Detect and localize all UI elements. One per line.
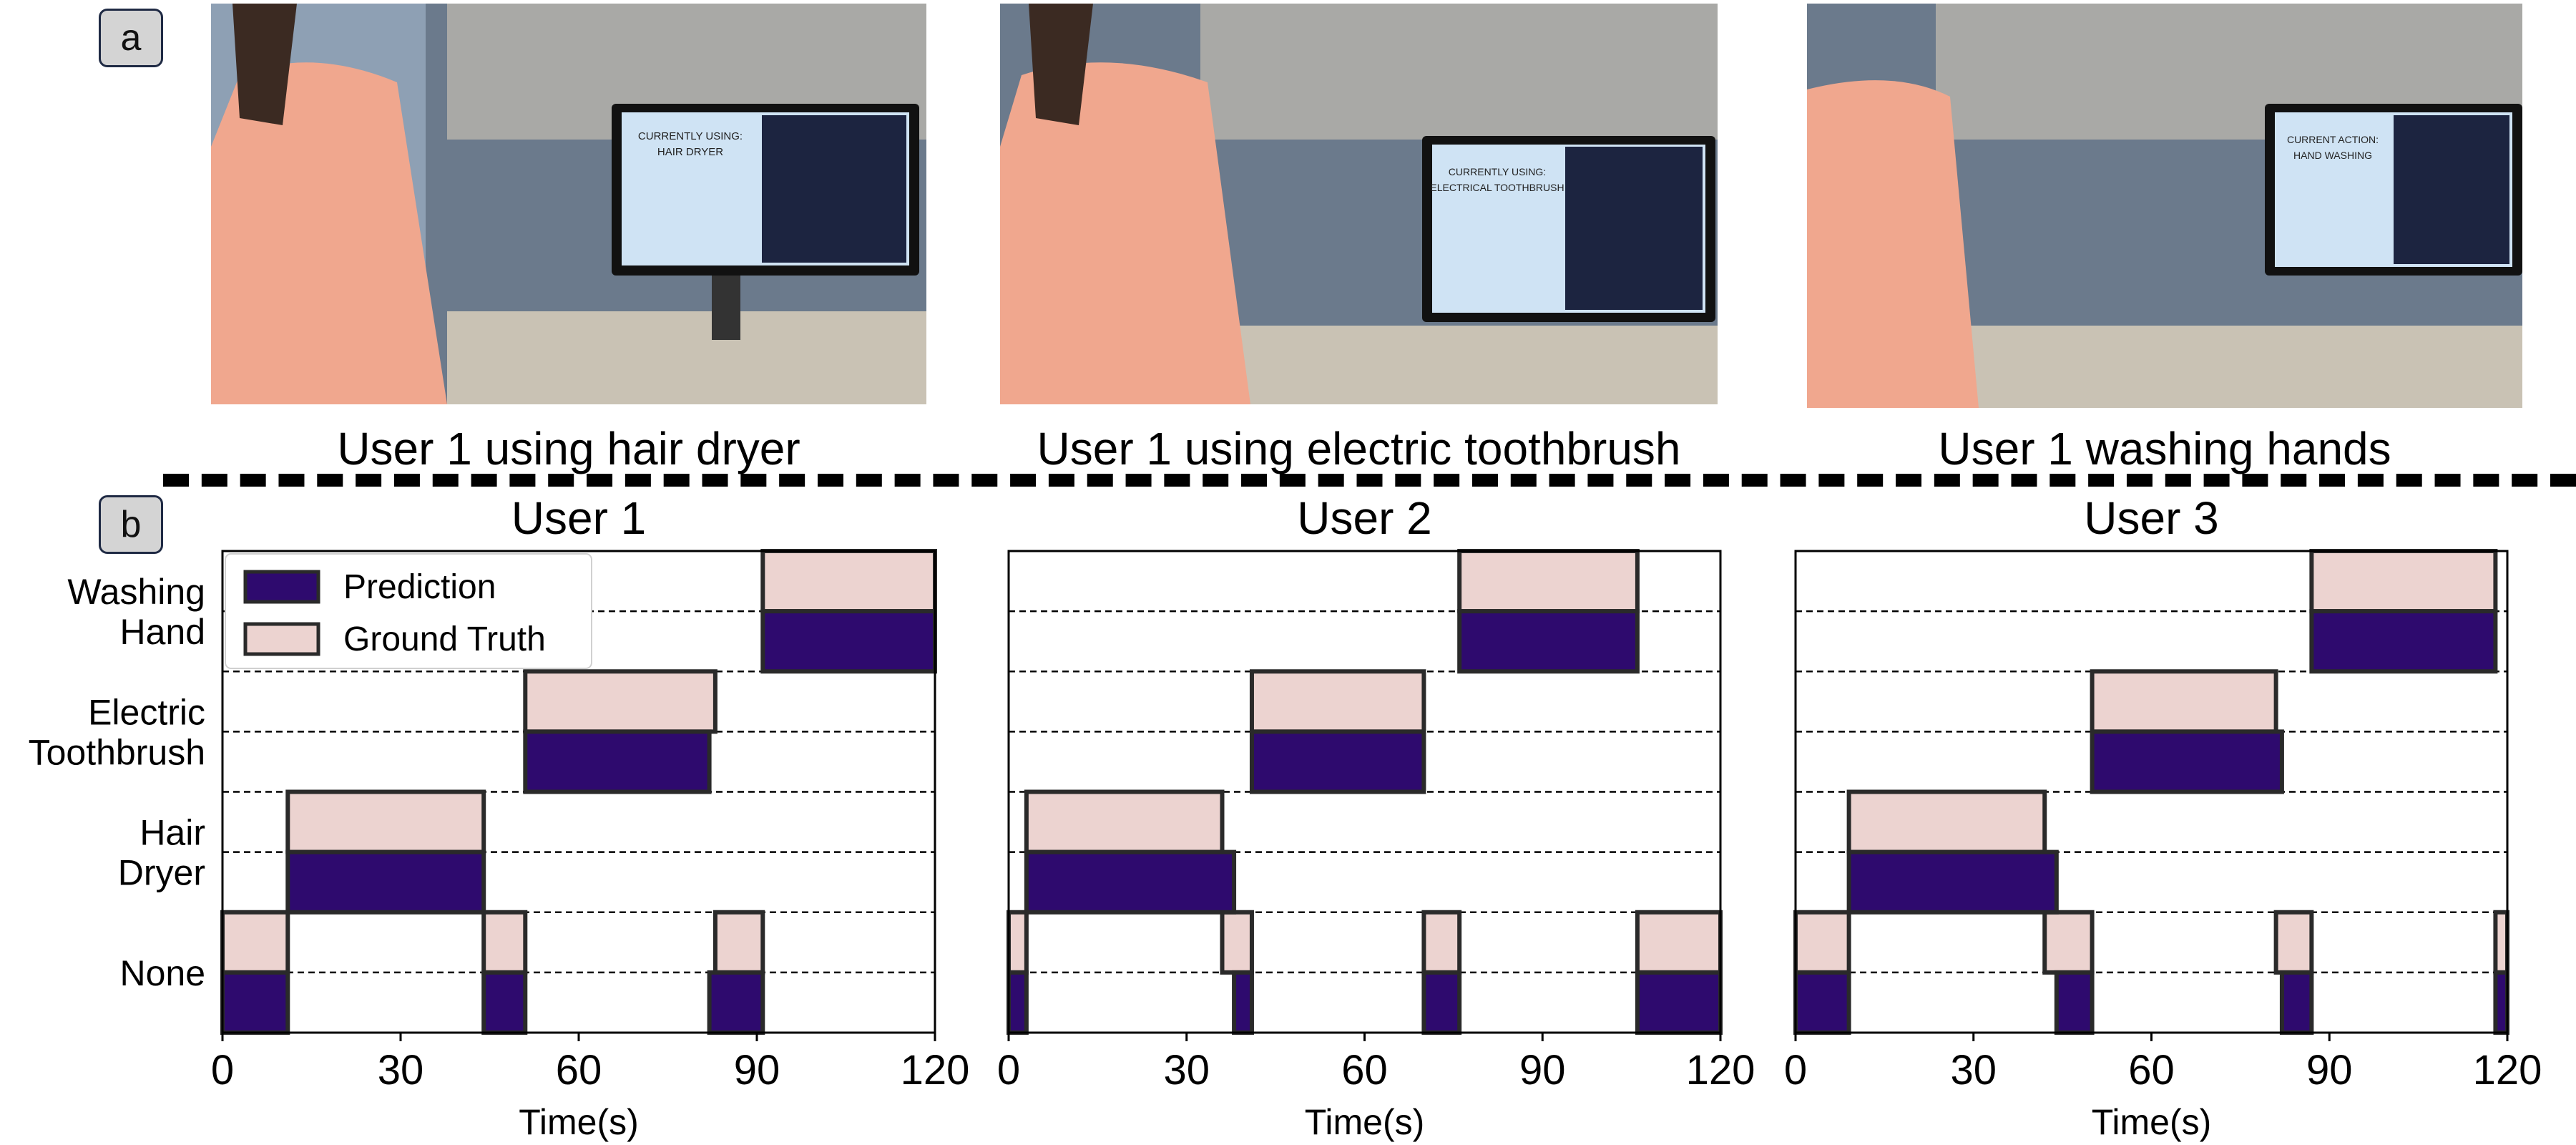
legend-label-ground-truth: Ground Truth [343, 620, 546, 658]
section-divider [163, 474, 2576, 487]
x-tick-label: 90 [2306, 1047, 2353, 1093]
ground-truth-bar [2309, 549, 2498, 614]
screen-title-line1: CURRENTLY USING: [638, 130, 743, 142]
prediction-bar [760, 609, 938, 674]
panel-b-label: b [99, 495, 163, 554]
ground-truth-bar [1220, 910, 1254, 975]
ground-truth-bar [285, 789, 486, 854]
ground-truth-bar [1846, 789, 2047, 854]
x-tick-label: 30 [1950, 1047, 1997, 1093]
ground-truth-bar [712, 910, 765, 975]
x-tick-label: 0 [1784, 1047, 1807, 1093]
ground-truth-bar [1007, 910, 1029, 975]
photo-toothbrush: CURRENTLY USING: ELECTRICAL TOOTHBRUSH [1000, 4, 1718, 404]
y-tick-label: Dryer [118, 853, 205, 893]
x-tick-label: 90 [1519, 1047, 1566, 1093]
y-tick-label: Washing [67, 572, 205, 612]
y-tick-label: Hand [119, 612, 205, 652]
legend-swatch-ground-truth [243, 622, 320, 656]
x-tick-label: 90 [734, 1047, 780, 1093]
caption-washing-hands: User 1 washing hands [1938, 423, 2391, 474]
x-tick-label: 0 [211, 1047, 234, 1093]
x-tick-label: 120 [901, 1047, 970, 1093]
y-tick-label: Electric [88, 692, 205, 732]
y-tick-label: Hair [139, 813, 205, 853]
ground-truth-bar [523, 669, 718, 734]
ground-truth-bar [2042, 910, 2095, 975]
prediction-bar [2279, 970, 2314, 1035]
chart-title: User 3 [2084, 492, 2219, 544]
screen-title-line1: CURRENTLY USING: [1449, 166, 1546, 177]
prediction-bar [1846, 849, 2059, 915]
x-axis-label: Time(s) [1305, 1102, 1425, 1142]
prediction-bar [1793, 970, 1851, 1035]
prediction-bar [2054, 970, 2095, 1035]
chart-title: User 1 [511, 492, 647, 544]
prediction-bar [1635, 970, 1723, 1035]
ground-truth-bar [220, 910, 290, 975]
x-tick-label: 0 [997, 1047, 1020, 1093]
x-axis-label: Time(s) [2092, 1102, 2212, 1142]
prediction-bar [707, 970, 765, 1035]
legend-swatch-prediction [243, 570, 320, 604]
screen-title-line1: CURRENT ACTION: [2287, 134, 2379, 145]
prediction-bar [1421, 970, 1462, 1035]
caption-hair-dryer: User 1 using hair dryer [337, 423, 800, 474]
screen-title-line2: HAND WASHING [2293, 150, 2372, 161]
ground-truth-bar [1249, 669, 1426, 734]
photo-hair-dryer: CURRENTLY USING: HAIR DRYER [211, 4, 926, 404]
ground-truth-bar [2090, 669, 2278, 734]
ground-truth-bar [2493, 910, 2510, 975]
x-tick-label: 60 [1341, 1047, 1388, 1093]
prediction-bar [285, 849, 486, 915]
prediction-bar [1249, 729, 1426, 794]
ground-truth-bar [2273, 910, 2314, 975]
photo-washing-hands: CURRENT ACTION: HAND WASHING [1807, 4, 2522, 408]
ground-truth-bar [1457, 549, 1640, 614]
x-tick-label: 30 [1163, 1047, 1210, 1093]
chart-title: User 2 [1297, 492, 1432, 544]
y-tick-label: None [119, 953, 205, 993]
prediction-bar [1232, 970, 1254, 1035]
prediction-bar [1024, 849, 1237, 915]
prediction-bar [2309, 609, 2498, 674]
ground-truth-bar [1793, 910, 1851, 975]
x-tick-label: 30 [378, 1047, 424, 1093]
legend-label-prediction: Prediction [343, 568, 496, 606]
x-tick-label: 120 [1686, 1047, 1755, 1093]
ground-truth-bar [1635, 910, 1723, 975]
x-tick-label: 120 [2473, 1047, 2542, 1093]
prediction-bar [2090, 729, 2284, 794]
prediction-bar [1007, 970, 1029, 1035]
prediction-bar [220, 970, 290, 1035]
x-tick-label: 60 [2128, 1047, 2175, 1093]
screen-title-line2: ELECTRICAL TOOTHBRUSH [1430, 182, 1564, 193]
ground-truth-bar [481, 910, 528, 975]
prediction-bar [2493, 970, 2510, 1035]
prediction-bar [481, 970, 528, 1035]
panel-a-label: a [99, 9, 163, 67]
x-tick-label: 60 [556, 1047, 602, 1093]
x-axis-label: Time(s) [519, 1102, 639, 1142]
prediction-bar [523, 729, 712, 794]
prediction-bar [1457, 609, 1640, 674]
caption-toothbrush: User 1 using electric toothbrush [1037, 423, 1681, 474]
screen-title-line2: HAIR DRYER [657, 146, 723, 158]
ground-truth-bar [760, 549, 938, 614]
y-tick-label: Toothbrush [29, 732, 205, 772]
ground-truth-bar [1024, 789, 1225, 854]
ground-truth-bar [1421, 910, 1462, 975]
